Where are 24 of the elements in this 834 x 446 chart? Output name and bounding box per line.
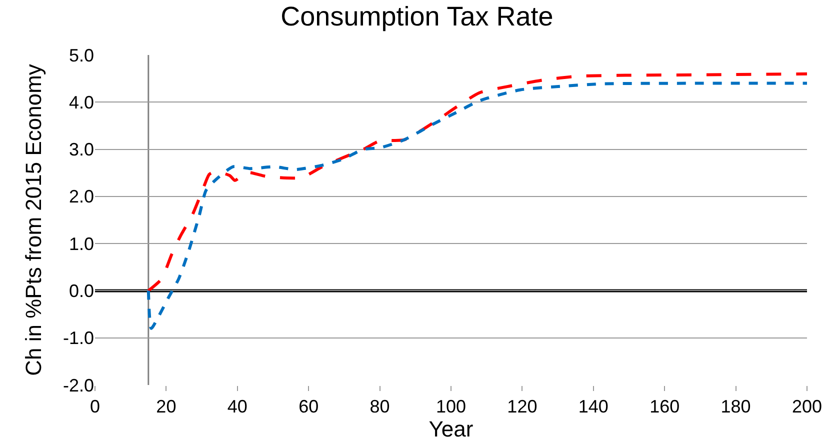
x-tick-label: 100 [436, 396, 466, 417]
y-tick-label: 3.0 [68, 140, 94, 160]
line-series [146, 82, 807, 330]
x-tick-label: 140 [578, 396, 608, 417]
x-tick-label: 120 [507, 396, 538, 417]
x-tick-label: 80 [370, 396, 390, 417]
y-tick-label: 2.0 [68, 186, 94, 207]
y-tick-label: 0.0 [68, 281, 94, 302]
x-tick-label: 60 [298, 396, 319, 417]
x-axis-title: Year [428, 416, 474, 442]
x-tick-label: 40 [227, 396, 248, 417]
y-tick-label: -2.0 [62, 375, 94, 396]
chart-title: Consumption Tax Rate [280, 2, 554, 32]
x-tick-label: 160 [650, 396, 680, 417]
line-series [146, 72, 807, 292]
x-tick-label: 20 [156, 396, 176, 417]
y-axis-title: Ch in %Pts from 2015 Economy [21, 64, 46, 376]
y-tick-label: 5.0 [68, 45, 94, 66]
y-tick-label: 1.0 [68, 234, 94, 254]
y-tick-label: -1.0 [62, 328, 94, 348]
x-tick-label: 0 [90, 396, 100, 417]
x-tick-label: 200 [792, 396, 822, 417]
y-tick-label: 4.0 [68, 92, 94, 112]
x-tick-label: 180 [720, 396, 751, 417]
